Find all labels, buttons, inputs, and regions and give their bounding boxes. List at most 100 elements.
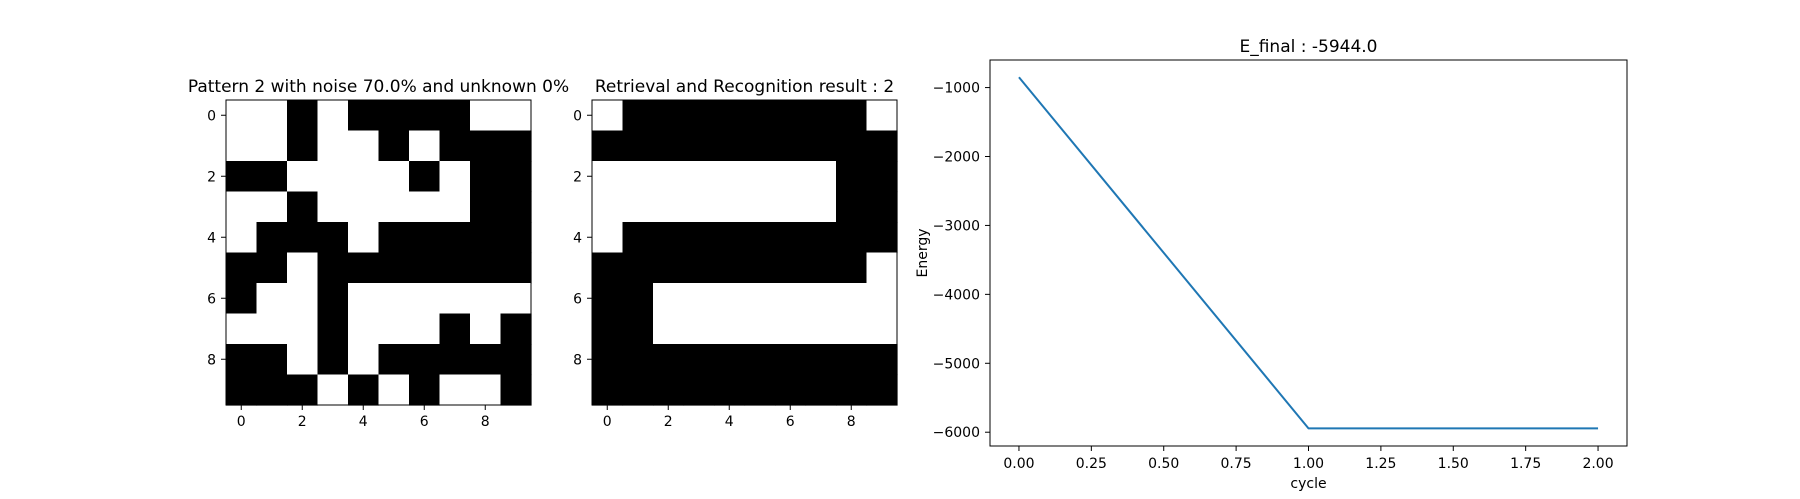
heatmap-cell <box>805 130 837 162</box>
heatmap-cell <box>226 130 258 162</box>
heatmap-cell <box>317 313 349 345</box>
heatmap-cell <box>348 252 380 284</box>
y-tick-label: −1000 <box>933 81 980 97</box>
heatmap-cell <box>226 252 258 284</box>
heatmap-cell <box>775 344 807 376</box>
x-tick-label: 1.25 <box>1365 456 1396 472</box>
heatmap-cell <box>378 191 410 223</box>
heatmap-cell <box>439 100 471 132</box>
heatmap-cell <box>256 130 288 162</box>
heatmap-cell <box>409 313 441 345</box>
heatmap-cell <box>714 283 746 315</box>
y-tick-label: 6 <box>573 291 582 307</box>
heatmap-cell <box>805 252 837 284</box>
heatmap-cell <box>470 313 502 345</box>
heatmap-cell <box>866 130 898 162</box>
heatmap-cell <box>683 130 715 162</box>
heatmap-cell <box>439 252 471 284</box>
heatmap-cell <box>500 374 532 406</box>
heatmap-cell <box>287 222 319 254</box>
heatmap-frame <box>225 99 532 406</box>
heatmap-cell <box>775 161 807 193</box>
heatmap-cell <box>836 283 868 315</box>
heatmap-cell <box>317 191 349 223</box>
heatmap-cell <box>470 252 502 284</box>
heatmap-cell <box>683 161 715 193</box>
heatmap-cell <box>256 161 288 193</box>
heatmap-cell <box>683 100 715 132</box>
heatmap-cell <box>470 161 502 193</box>
heatmap-cell <box>592 252 624 284</box>
chart-title: E_final : -5944.0 <box>1239 37 1377 57</box>
heatmap-cell <box>378 222 410 254</box>
heatmap-cell <box>378 344 410 376</box>
heatmap-cell <box>744 344 776 376</box>
heatmap-cell <box>378 100 410 132</box>
heatmap-cell <box>378 130 410 162</box>
heatmap-cell <box>775 313 807 345</box>
y-tick-label: 0 <box>207 108 216 124</box>
heatmap-cell <box>317 100 349 132</box>
heatmap-cell <box>866 313 898 345</box>
heatmap-cell <box>714 222 746 254</box>
heatmap-cell <box>348 313 380 345</box>
heatmap-cell <box>348 191 380 223</box>
heatmap-cell <box>470 283 502 315</box>
heatmap-cell <box>622 313 654 345</box>
heatmap-cell <box>775 130 807 162</box>
heatmap-cell <box>348 222 380 254</box>
heatmap-cell <box>805 100 837 132</box>
y-tick-label: −4000 <box>933 287 980 303</box>
heatmap-cell <box>775 252 807 284</box>
x-tick-label: 1.00 <box>1293 456 1324 472</box>
heatmap-cell <box>348 130 380 162</box>
heatmap-cell <box>500 283 532 315</box>
heatmap-cell <box>866 222 898 254</box>
heatmap-frame <box>591 99 898 406</box>
y-tick-label: 8 <box>207 352 216 368</box>
heatmap-cell <box>226 161 258 193</box>
heatmap-cell <box>348 344 380 376</box>
heatmap-cell <box>287 161 319 193</box>
heatmap-cell <box>744 100 776 132</box>
heatmap-cell <box>836 191 868 223</box>
heatmap-cell <box>653 130 685 162</box>
x-tick-label: 0 <box>603 414 612 430</box>
y-tick-label: 4 <box>207 230 216 246</box>
heatmap-cell <box>439 283 471 315</box>
heatmap-cell <box>409 222 441 254</box>
heatmap-cell <box>744 191 776 223</box>
heatmap-cell <box>500 130 532 162</box>
heatmap-title: Pattern 2 with noise 70.0% and unknown 0… <box>188 77 569 97</box>
heatmap-cell <box>622 130 654 162</box>
heatmap-cell <box>775 222 807 254</box>
y-tick-label: 8 <box>573 352 582 368</box>
heatmap-cell <box>439 344 471 376</box>
heatmap-cell <box>470 344 502 376</box>
heatmap-cell <box>256 283 288 315</box>
heatmap-cell <box>592 100 624 132</box>
heatmap-cell <box>592 191 624 223</box>
heatmap-cell <box>287 344 319 376</box>
heatmap-cell <box>683 252 715 284</box>
heatmap-cell <box>500 100 532 132</box>
heatmap-cell <box>714 252 746 284</box>
heatmap-cell <box>378 374 410 406</box>
heatmap-cell <box>805 161 837 193</box>
heatmap-cell <box>378 283 410 315</box>
heatmap-cell <box>500 222 532 254</box>
heatmap-cell <box>622 222 654 254</box>
plot-frame <box>989 59 1628 447</box>
x-tick-label: 8 <box>847 414 856 430</box>
heatmap-cell <box>226 344 258 376</box>
heatmap-cell <box>287 374 319 406</box>
heatmap-cell <box>683 374 715 406</box>
heatmap-cell <box>775 100 807 132</box>
heatmap-cell <box>805 222 837 254</box>
heatmap-cell <box>500 313 532 345</box>
y-axis-label: Energy <box>915 228 931 277</box>
x-tick-label: 0.00 <box>1003 456 1034 472</box>
heatmap-cell <box>348 374 380 406</box>
heatmap-cell <box>470 374 502 406</box>
heatmap-cell <box>653 161 685 193</box>
